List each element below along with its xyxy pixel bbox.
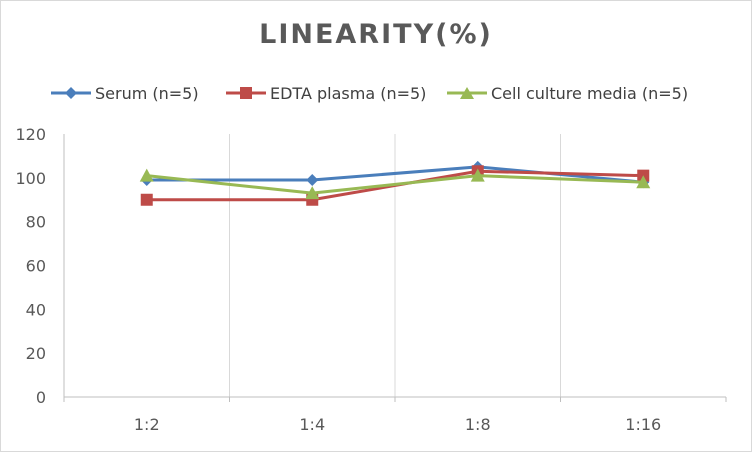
data-point-cell-culture-media (636, 175, 651, 189)
series-line-cell-culture-media (146, 174, 644, 195)
y-tick-label: 0 (36, 388, 46, 407)
data-point-cell-culture-media (139, 168, 154, 182)
legend-item-edta-plasma: EDTA plasma (n=5) (226, 81, 426, 105)
y-tick-label: 80 (26, 213, 46, 232)
data-point-edta-plasma (140, 193, 153, 206)
y-tick-label: 120 (15, 125, 46, 144)
y-tick-label: 100 (15, 169, 46, 188)
legend-marker-serum (51, 87, 91, 99)
legend-item-serum: Serum (n=5) (51, 81, 199, 105)
chart-title: LINEARITY(%) (259, 19, 493, 50)
x-tick-label: 1:16 (625, 415, 661, 434)
legend-marker-cell-culture-media (447, 87, 487, 99)
chart-legend: Serum (n=5) EDTA plasma (n=5) Cell cultu… (1, 81, 751, 105)
legend-label-edta-plasma: EDTA plasma (n=5) (270, 83, 427, 103)
legend-item-cell-culture-media: Cell culture media (n=5) (447, 81, 688, 105)
y-tick-label: 60 (26, 257, 46, 276)
legend-label-cell-culture-media: Cell culture media (n=5) (491, 83, 689, 103)
x-tick-label: 1:8 (465, 415, 491, 434)
x-tick-label: 1:4 (299, 415, 325, 434)
legend-marker-edta-plasma (226, 87, 266, 99)
y-tick-label: 40 (26, 300, 46, 319)
y-tick-label: 20 (26, 344, 46, 363)
x-tick-label: 1:2 (134, 415, 160, 434)
legend-label-serum: Serum (n=5) (95, 83, 199, 103)
data-point-serum (306, 174, 319, 187)
data-point-cell-culture-media (305, 186, 320, 200)
data-point-cell-culture-media (470, 168, 485, 182)
